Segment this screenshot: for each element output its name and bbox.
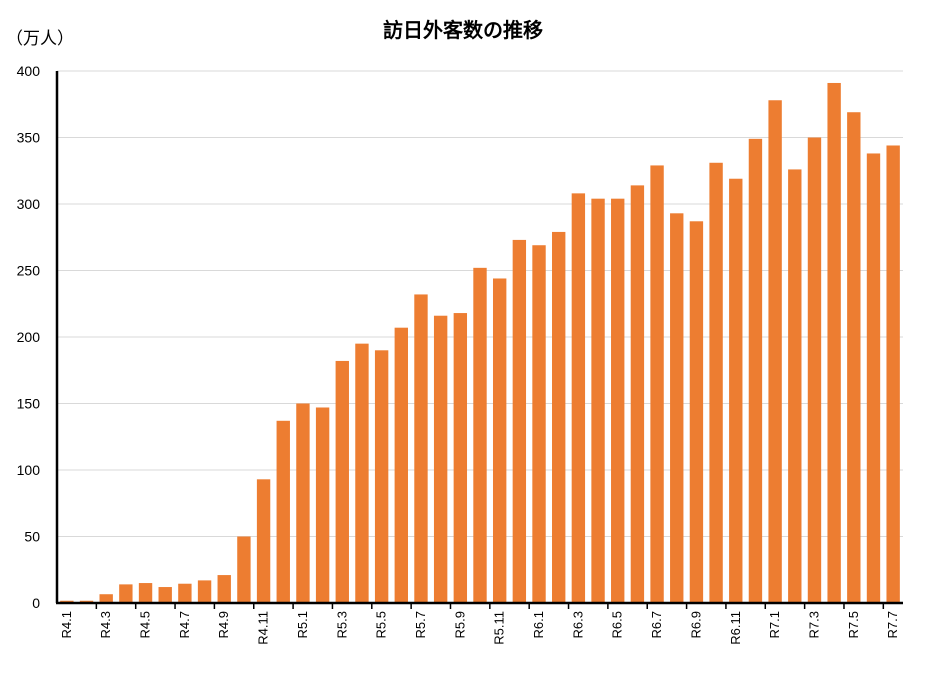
bar [532,245,546,604]
bar [119,584,133,603]
y-tick-label: 250 [17,263,41,279]
x-tick-label: R4.1 [59,611,74,638]
bar [394,327,408,603]
bar [335,360,349,603]
x-tick-label: R6.9 [688,611,703,638]
bar [414,294,428,603]
x-tick-label: R5.5 [374,611,389,638]
bar [611,198,625,603]
y-tick-label: 0 [32,595,40,611]
bar [650,165,664,603]
bar [847,112,861,603]
bar [630,185,645,603]
bar [158,587,172,603]
bar [276,420,290,603]
bar [492,278,507,603]
x-tick-label: R6.5 [610,611,625,638]
bar [433,315,448,603]
bar [512,239,527,603]
bar [886,145,900,604]
bar [788,169,802,604]
y-tick-label: 350 [17,130,41,146]
chart-title: 訪日外客数の推移 [383,18,543,42]
x-tick-label: R7.1 [767,611,782,638]
x-tick-label: R7.3 [806,611,821,638]
x-tick-label: R6.11 [728,611,743,645]
bar [138,583,153,603]
x-tick-label: R4.11 [256,611,271,645]
bar [256,479,271,603]
bar [827,82,841,604]
x-tick-label: R6.3 [570,611,585,638]
bars [60,82,900,604]
bar [473,267,487,603]
bar [355,343,369,603]
x-tick-label: R4.3 [98,611,113,638]
x-tick-label: R5.1 [295,611,310,638]
bar [99,594,113,603]
bar [237,536,251,603]
bar [768,100,782,603]
x-tick-label: R4.5 [138,611,153,638]
x-tick-label: R5.7 [413,611,428,638]
y-tick-label: 100 [17,462,41,478]
y-tick-label: 200 [17,329,41,345]
x-tick-label: R4.9 [216,611,231,638]
x-axis-ticks: R4.1 R4.3 R4.5 R4.7 R4.9 R4.11 R5.1 R5.3 R5.5 R5.… [59,603,900,645]
bar [374,350,389,603]
bar [748,138,763,603]
bar [178,583,192,603]
bar [571,193,586,604]
bar [689,221,704,604]
y-tick-label: 150 [17,396,41,412]
bar [670,213,684,603]
y-tick-label: 400 [17,63,41,79]
bar [807,137,822,603]
bar [866,153,881,603]
x-tick-label: R6.7 [649,611,664,638]
x-tick-label: R7.7 [885,611,900,638]
y-axis-ticks: 0 50 100 150 200 250 300 350 400 [17,63,41,611]
axes [55,71,903,605]
bar [709,162,723,603]
x-tick-label: R5.9 [452,611,467,638]
bar [552,231,566,603]
bar [729,178,743,604]
bar [591,198,605,603]
x-tick-label: R6.1 [531,611,546,638]
bar [296,403,310,603]
bar [315,407,330,603]
y-tick-label: 300 [17,196,41,212]
y-tick-label: 50 [24,529,40,545]
bar [217,575,231,603]
x-tick-label: R5.11 [492,611,507,645]
x-tick-label: R5.3 [334,611,349,638]
x-tick-label: R7.5 [846,611,861,638]
y-axis-unit-label: （万人） [6,29,74,49]
bar [453,313,468,603]
x-tick-label: R4.7 [177,611,192,638]
bar [197,580,212,603]
